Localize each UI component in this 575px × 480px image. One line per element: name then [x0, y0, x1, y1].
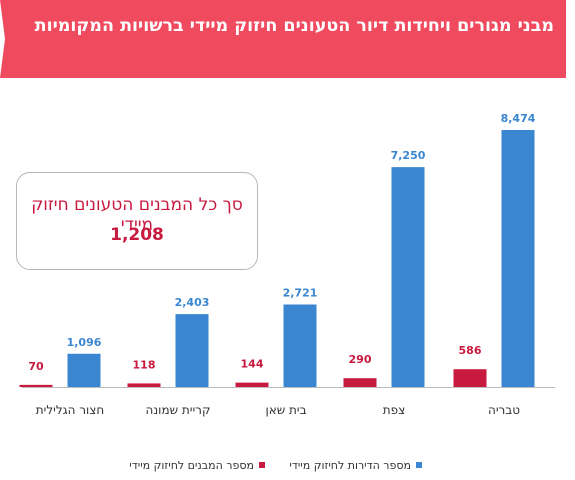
- legend-item-units: מספר הדירות לחיזוק מיידי: [289, 459, 422, 472]
- bar-units: [391, 167, 425, 387]
- bar-buildings: [127, 383, 161, 387]
- category-label: צפת: [383, 403, 406, 417]
- total-callout-value: 1,208: [110, 225, 164, 245]
- bar-buildings: [453, 369, 487, 387]
- bar-buildings: [235, 382, 269, 387]
- category-label: טבריה: [488, 403, 520, 417]
- data-label-units: 8,474: [501, 112, 536, 125]
- data-label-units: 7,250: [391, 149, 426, 162]
- category-label: בית שאן: [265, 403, 306, 417]
- bar-units: [175, 314, 209, 387]
- legend-item-buildings: מספר המבנים לחיזוק מיידי: [129, 459, 265, 472]
- data-label-units: 1,096: [67, 336, 102, 349]
- data-label-buildings: 586: [459, 344, 482, 357]
- bar-units: [67, 353, 101, 387]
- legend-label-units: מספר הדירות לחיזוק מיידי: [289, 459, 411, 472]
- data-label-buildings: 70: [28, 360, 44, 373]
- legend-label-buildings: מספר המבנים לחיזוק מיידי: [129, 459, 254, 472]
- legend-swatch-buildings: [259, 462, 265, 468]
- bar-units: [501, 130, 535, 387]
- title-banner: מבני מגורים ויחידות דיור הטעונים חיזוק מ…: [0, 0, 566, 78]
- chart-title: מבני מגורים ויחידות דיור הטעונים חיזוק מ…: [34, 16, 554, 36]
- data-label-units: 2,721: [283, 286, 318, 299]
- legend-swatch-units: [416, 462, 422, 468]
- total-callout-box: סך כל המבנים הטעונים חיזוק מיידי 1,208: [16, 172, 258, 270]
- data-label-buildings: 290: [349, 353, 372, 366]
- bar-buildings: [19, 384, 53, 387]
- category-label: חצור הגלילית: [36, 403, 105, 417]
- bar-units: [283, 304, 317, 387]
- data-label-buildings: 118: [133, 358, 156, 371]
- category-label: קריית שמונה: [146, 403, 211, 417]
- data-label-buildings: 144: [241, 358, 264, 371]
- bar-buildings: [343, 378, 377, 387]
- data-label-units: 2,403: [175, 296, 210, 309]
- total-callout-label: סך כל המבנים הטעונים חיזוק מיידי: [31, 195, 243, 235]
